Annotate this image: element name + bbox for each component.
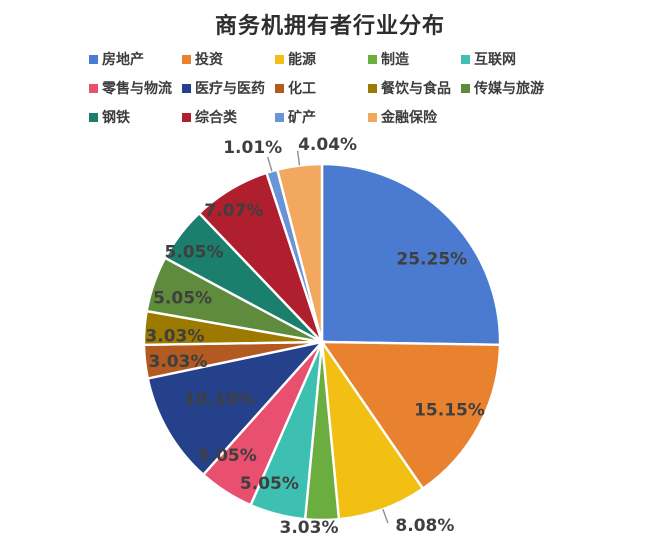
slice-label: 10.10% — [184, 390, 255, 410]
slice-label: 4.04% — [298, 135, 357, 155]
legend-swatch — [182, 84, 191, 93]
slice-label: 7.07% — [204, 201, 263, 221]
pie-slice — [320, 337, 425, 521]
slice-label: 5.05% — [153, 289, 212, 309]
legend-swatch — [368, 55, 377, 64]
legend-label: 房地产 — [102, 51, 144, 68]
slice-label: 5.05% — [198, 446, 257, 466]
legend-swatch — [89, 113, 98, 122]
legend-label: 医疗与医药 — [195, 80, 265, 97]
legend-label: 投资 — [195, 51, 223, 68]
legend-label: 化工 — [288, 80, 316, 97]
chart-title: 商务机拥有者行业分布 — [214, 14, 445, 39]
legend-item: 互联网 — [461, 45, 554, 74]
legend-item: 化工 — [275, 74, 368, 103]
legend-item: 能源 — [275, 45, 368, 74]
legend-swatch — [182, 113, 191, 122]
legend-item: 医疗与医药 — [182, 74, 275, 103]
legend-swatch — [275, 113, 284, 122]
slice-label: 5.05% — [165, 242, 224, 262]
pie-slice — [320, 162, 502, 347]
slice-label: 8.08% — [395, 516, 454, 536]
slice-label: 3.03% — [149, 352, 208, 372]
pie-chart: 25.25% 15.15% 8.08% 3.03% 5.05% 5.05% 10.10% 3.… — [142, 135, 502, 538]
slice-label: 25.25% — [396, 250, 467, 270]
legend-swatch — [182, 55, 191, 64]
legend-swatch — [275, 84, 284, 93]
legend-item: 零售与物流 — [89, 74, 182, 103]
label-leader-line — [296, 150, 301, 166]
legend-item: 矿产 — [275, 103, 368, 132]
legend-item: 投资 — [182, 45, 275, 74]
pie-slice — [146, 340, 326, 477]
legend-label: 综合类 — [195, 109, 237, 126]
legend-swatch — [368, 84, 377, 93]
legend-label: 矿产 — [288, 109, 316, 126]
pie-slice — [275, 162, 324, 343]
legend-label: 制造 — [381, 51, 409, 68]
slice-label: 3.03% — [280, 518, 339, 538]
label-leader-line — [267, 156, 273, 172]
slice-label: 5.05% — [240, 474, 299, 494]
slice-label: 3.03% — [145, 326, 204, 346]
legend-swatch — [461, 55, 470, 64]
legend-swatch — [89, 55, 98, 64]
legend-label: 餐饮与食品 — [381, 80, 451, 97]
label-leader-line — [382, 509, 389, 524]
legend-item: 传媒与旅游 — [461, 74, 554, 103]
legend-swatch — [368, 113, 377, 122]
legend-item: 钢铁 — [89, 103, 182, 132]
legend-label: 传媒与旅游 — [474, 80, 544, 97]
legend-item: 制造 — [368, 45, 461, 74]
legend-item: 金融保险 — [368, 103, 461, 132]
slice-label: 15.15% — [414, 400, 485, 420]
legend-label: 金融保险 — [381, 109, 437, 126]
legend-label: 互联网 — [474, 51, 516, 68]
legend-swatch — [275, 55, 284, 64]
legend-item: 餐饮与食品 — [368, 74, 461, 103]
legend-item: 房地产 — [89, 45, 182, 74]
chart-legend: 房地产 投资 能源 制造 互联网零售与物流 医疗与医药 化工 餐饮与食品 传媒与旅游钢铁 综合类 矿… — [89, 45, 554, 132]
legend-label: 零售与物流 — [102, 80, 172, 97]
slice-label: 1.01% — [223, 138, 282, 158]
pie-slice — [319, 340, 502, 491]
legend-swatch — [89, 84, 98, 93]
legend-label: 能源 — [288, 51, 316, 68]
legend-item: 综合类 — [182, 103, 275, 132]
legend-label: 钢铁 — [102, 109, 130, 126]
legend-swatch — [461, 84, 470, 93]
